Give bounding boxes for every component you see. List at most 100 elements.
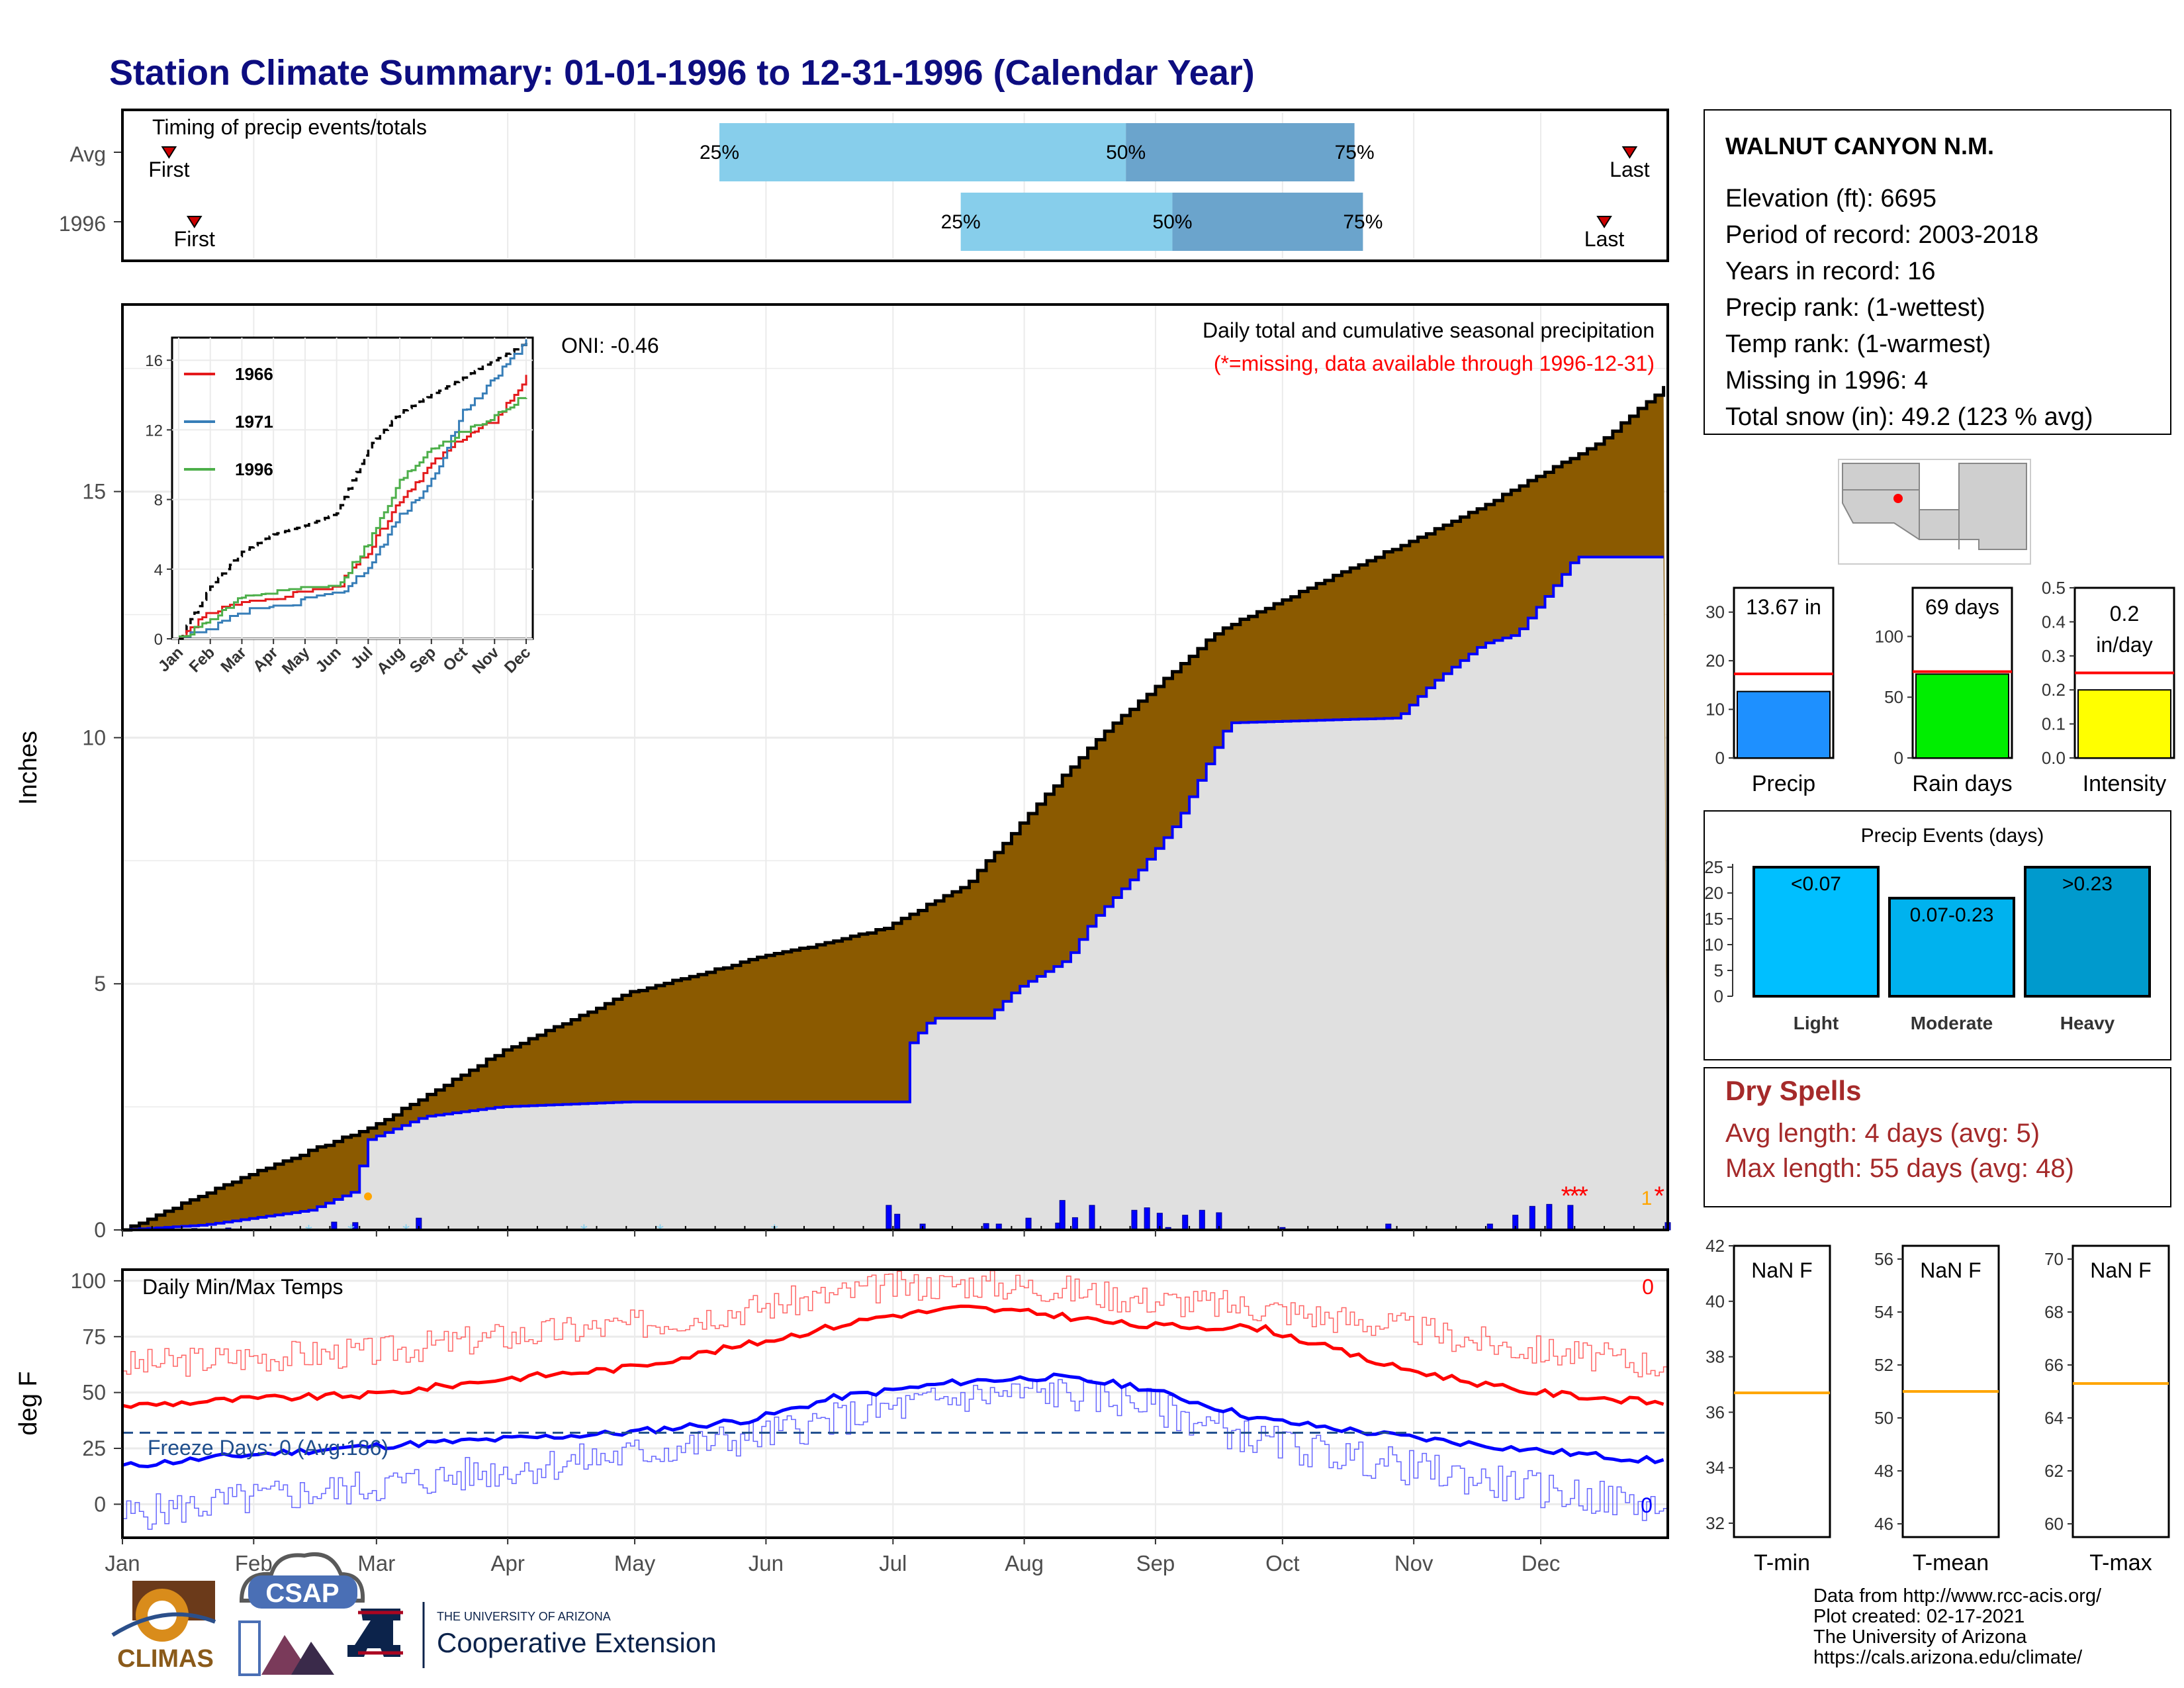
temp-summary-value-label: NaN F xyxy=(1751,1258,1812,1282)
month-label-May: May xyxy=(614,1551,656,1575)
normal-max-temp-line xyxy=(122,1304,1664,1409)
timing-first-label: First xyxy=(148,158,189,181)
inset-legend-label-1996: 1996 xyxy=(235,459,273,479)
station-line-years: Years in record: 16 xyxy=(1725,258,1936,285)
events-tick-label: 25 xyxy=(1704,857,1723,877)
footer-line-data: Data from http://www.rcc-acis.org/ xyxy=(1813,1585,2102,1607)
temp-y-tick-label: 50 xyxy=(82,1381,106,1405)
summary-value-label-unit: in/day xyxy=(2096,633,2152,657)
month-label-Aug: Aug xyxy=(1005,1551,1044,1575)
events-tick-label: 5 xyxy=(1714,961,1723,980)
temperature-y-axis-label: deg F xyxy=(15,1371,42,1435)
temp-summary-tick-label: 38 xyxy=(1706,1347,1725,1367)
precip-events-title: Precip Events (days) xyxy=(1861,825,2044,847)
temp-summary-tick-label: 46 xyxy=(1874,1514,1893,1534)
timing-bar-high-1996 xyxy=(1172,193,1363,251)
temp-y-tick-label: 0 xyxy=(94,1492,106,1516)
temp-summary-frame xyxy=(2071,1244,2170,1538)
inset-y-tick-label: 0 xyxy=(154,631,163,649)
temp-summary-axis-label: T-min xyxy=(1754,1550,1810,1575)
timing-p50-label: 50% xyxy=(1152,211,1192,233)
summary-tick-label: 0.2 xyxy=(2042,680,2066,700)
temp-summary-tick-label: 64 xyxy=(2044,1408,2064,1428)
inset-y-tick-label: 12 xyxy=(145,422,163,440)
summary-tick-label: 100 xyxy=(1875,626,1903,646)
precip-y-tick-label: 10 xyxy=(82,726,106,749)
summary-chart-intensity: 0.0 0.1 0.2 0.3 0.4 0.5 0.2 in/day Intensity xyxy=(2042,578,2175,796)
timing-p75-label: 75% xyxy=(1343,211,1383,233)
temp-summary-tick-label: 48 xyxy=(1874,1461,1893,1481)
csap-logo: CSAP xyxy=(238,1552,365,1676)
daily-precip-bar xyxy=(1071,1217,1078,1231)
temp-summary-t-max: 60 62 64 66 68 70 NaN F T-max xyxy=(2044,1244,2170,1575)
timing-p25-label: 25% xyxy=(941,211,981,233)
month-label-Jun: Jun xyxy=(749,1551,784,1575)
summary-bar xyxy=(2077,689,2171,759)
daily-precip-bar xyxy=(1144,1207,1150,1231)
events-bar-light xyxy=(1752,866,1880,998)
events-bar-moderate xyxy=(1888,896,2015,998)
temp-summary-value-label: NaN F xyxy=(1920,1258,1981,1282)
inset-series-1971 xyxy=(179,339,527,638)
temp-y-tick-label: 75 xyxy=(82,1325,106,1348)
inset-y-tick-label: 16 xyxy=(145,352,163,370)
month-label-Mar: Mar xyxy=(357,1551,395,1575)
timing-last-label: Last xyxy=(1610,158,1650,181)
location-map xyxy=(1838,459,2031,565)
missing-day-marker: * xyxy=(1578,1182,1588,1211)
min-temp-count-label: 0 xyxy=(1641,1493,1653,1517)
daily-precip-bar xyxy=(1025,1217,1032,1231)
temp-summary-tick-label: 68 xyxy=(2044,1302,2064,1322)
station-line-precip-rank: Precip rank: (1-wettest) xyxy=(1725,294,1985,322)
temp-summary-tick-label: 34 xyxy=(1706,1458,1725,1477)
summary-tick-label: 0.4 xyxy=(2042,612,2066,632)
summary-tick-label: 30 xyxy=(1706,602,1725,622)
timing-row-label-year: 1996 xyxy=(59,212,106,236)
timing-p50-label: 50% xyxy=(1106,142,1146,164)
footer-line-university: The University of Arizona xyxy=(1813,1626,2027,1648)
university-of-arizona-logo: THE UNIVERSITY OF ARIZONA Cooperative Ex… xyxy=(347,1602,717,1668)
daily-precip-bar xyxy=(1199,1209,1205,1231)
snow-event-marker xyxy=(364,1192,373,1201)
events-category-label: Light xyxy=(1794,1013,1839,1033)
events-value-label: >0.23 xyxy=(2062,873,2113,895)
temperature-panel: 0 25 50 75 100 Jan Feb Mar Apr May Jun Jul Aug Sep Oc… xyxy=(15,1268,1669,1575)
timing-last-marker xyxy=(1596,216,1612,228)
daily-precip-bar xyxy=(894,1213,901,1231)
summary-tick-label: 10 xyxy=(1706,700,1725,720)
summary-tick-label: 0 xyxy=(1894,748,1903,768)
month-label-Apr: Apr xyxy=(490,1551,524,1575)
station-line-missing: Missing in 1996: 4 xyxy=(1725,367,1928,395)
inset-series-1996 xyxy=(179,397,527,637)
daily-precip-bar xyxy=(1089,1205,1095,1231)
daily-precip-bar xyxy=(1131,1209,1138,1231)
temp-summary-t-mean: 46 48 50 52 54 56 NaN F T-mean xyxy=(1874,1244,2000,1575)
dry-spells-box: Dry Spells Avg length: 4 days (avg: 5) M… xyxy=(1704,1067,2171,1207)
temp-summary-tick-label: 36 xyxy=(1706,1402,1725,1422)
station-line-snow: Total snow (in): 49.2 (123 % avg) xyxy=(1725,403,2093,431)
dry-spells-title: Dry Spells xyxy=(1725,1075,1861,1106)
svg-text:THE UNIVERSITY OF ARIZONA: THE UNIVERSITY OF ARIZONA xyxy=(437,1610,611,1623)
temp-summary-tick-label: 56 xyxy=(1874,1249,1893,1269)
summary-tick-label: 50 xyxy=(1884,687,1903,707)
temp-y-tick-label: 25 xyxy=(82,1436,106,1460)
missing-day-marker: * xyxy=(1569,1182,1580,1211)
summary-chart-precip: 0 10 20 30 13.67 in Precip xyxy=(1706,586,1835,796)
summary-chart-rain-days: 0 50 100 69 days Rain days xyxy=(1875,586,2013,796)
inset-series-1966 xyxy=(179,375,527,638)
temp-summary-tick-label: 50 xyxy=(1874,1408,1893,1428)
month-label-Jul: Jul xyxy=(879,1551,907,1575)
summary-axis-label: Intensity xyxy=(2083,771,2167,796)
summary-tick-label: 20 xyxy=(1706,651,1725,671)
events-category-label: Heavy xyxy=(2060,1013,2115,1033)
station-line-elevation: Elevation (ft): 6695 xyxy=(1725,185,1936,212)
temp-summary-tick-label: 52 xyxy=(1874,1355,1893,1375)
station-line-period: Period of record: 2003-2018 xyxy=(1725,221,2038,249)
inset-y-tick-label: 4 xyxy=(154,561,163,579)
month-label-Oct: Oct xyxy=(1265,1551,1299,1575)
footer-line-url: https://cals.arizona.edu/climate/ xyxy=(1813,1647,2083,1668)
timing-p75-label: 75% xyxy=(1335,142,1375,164)
